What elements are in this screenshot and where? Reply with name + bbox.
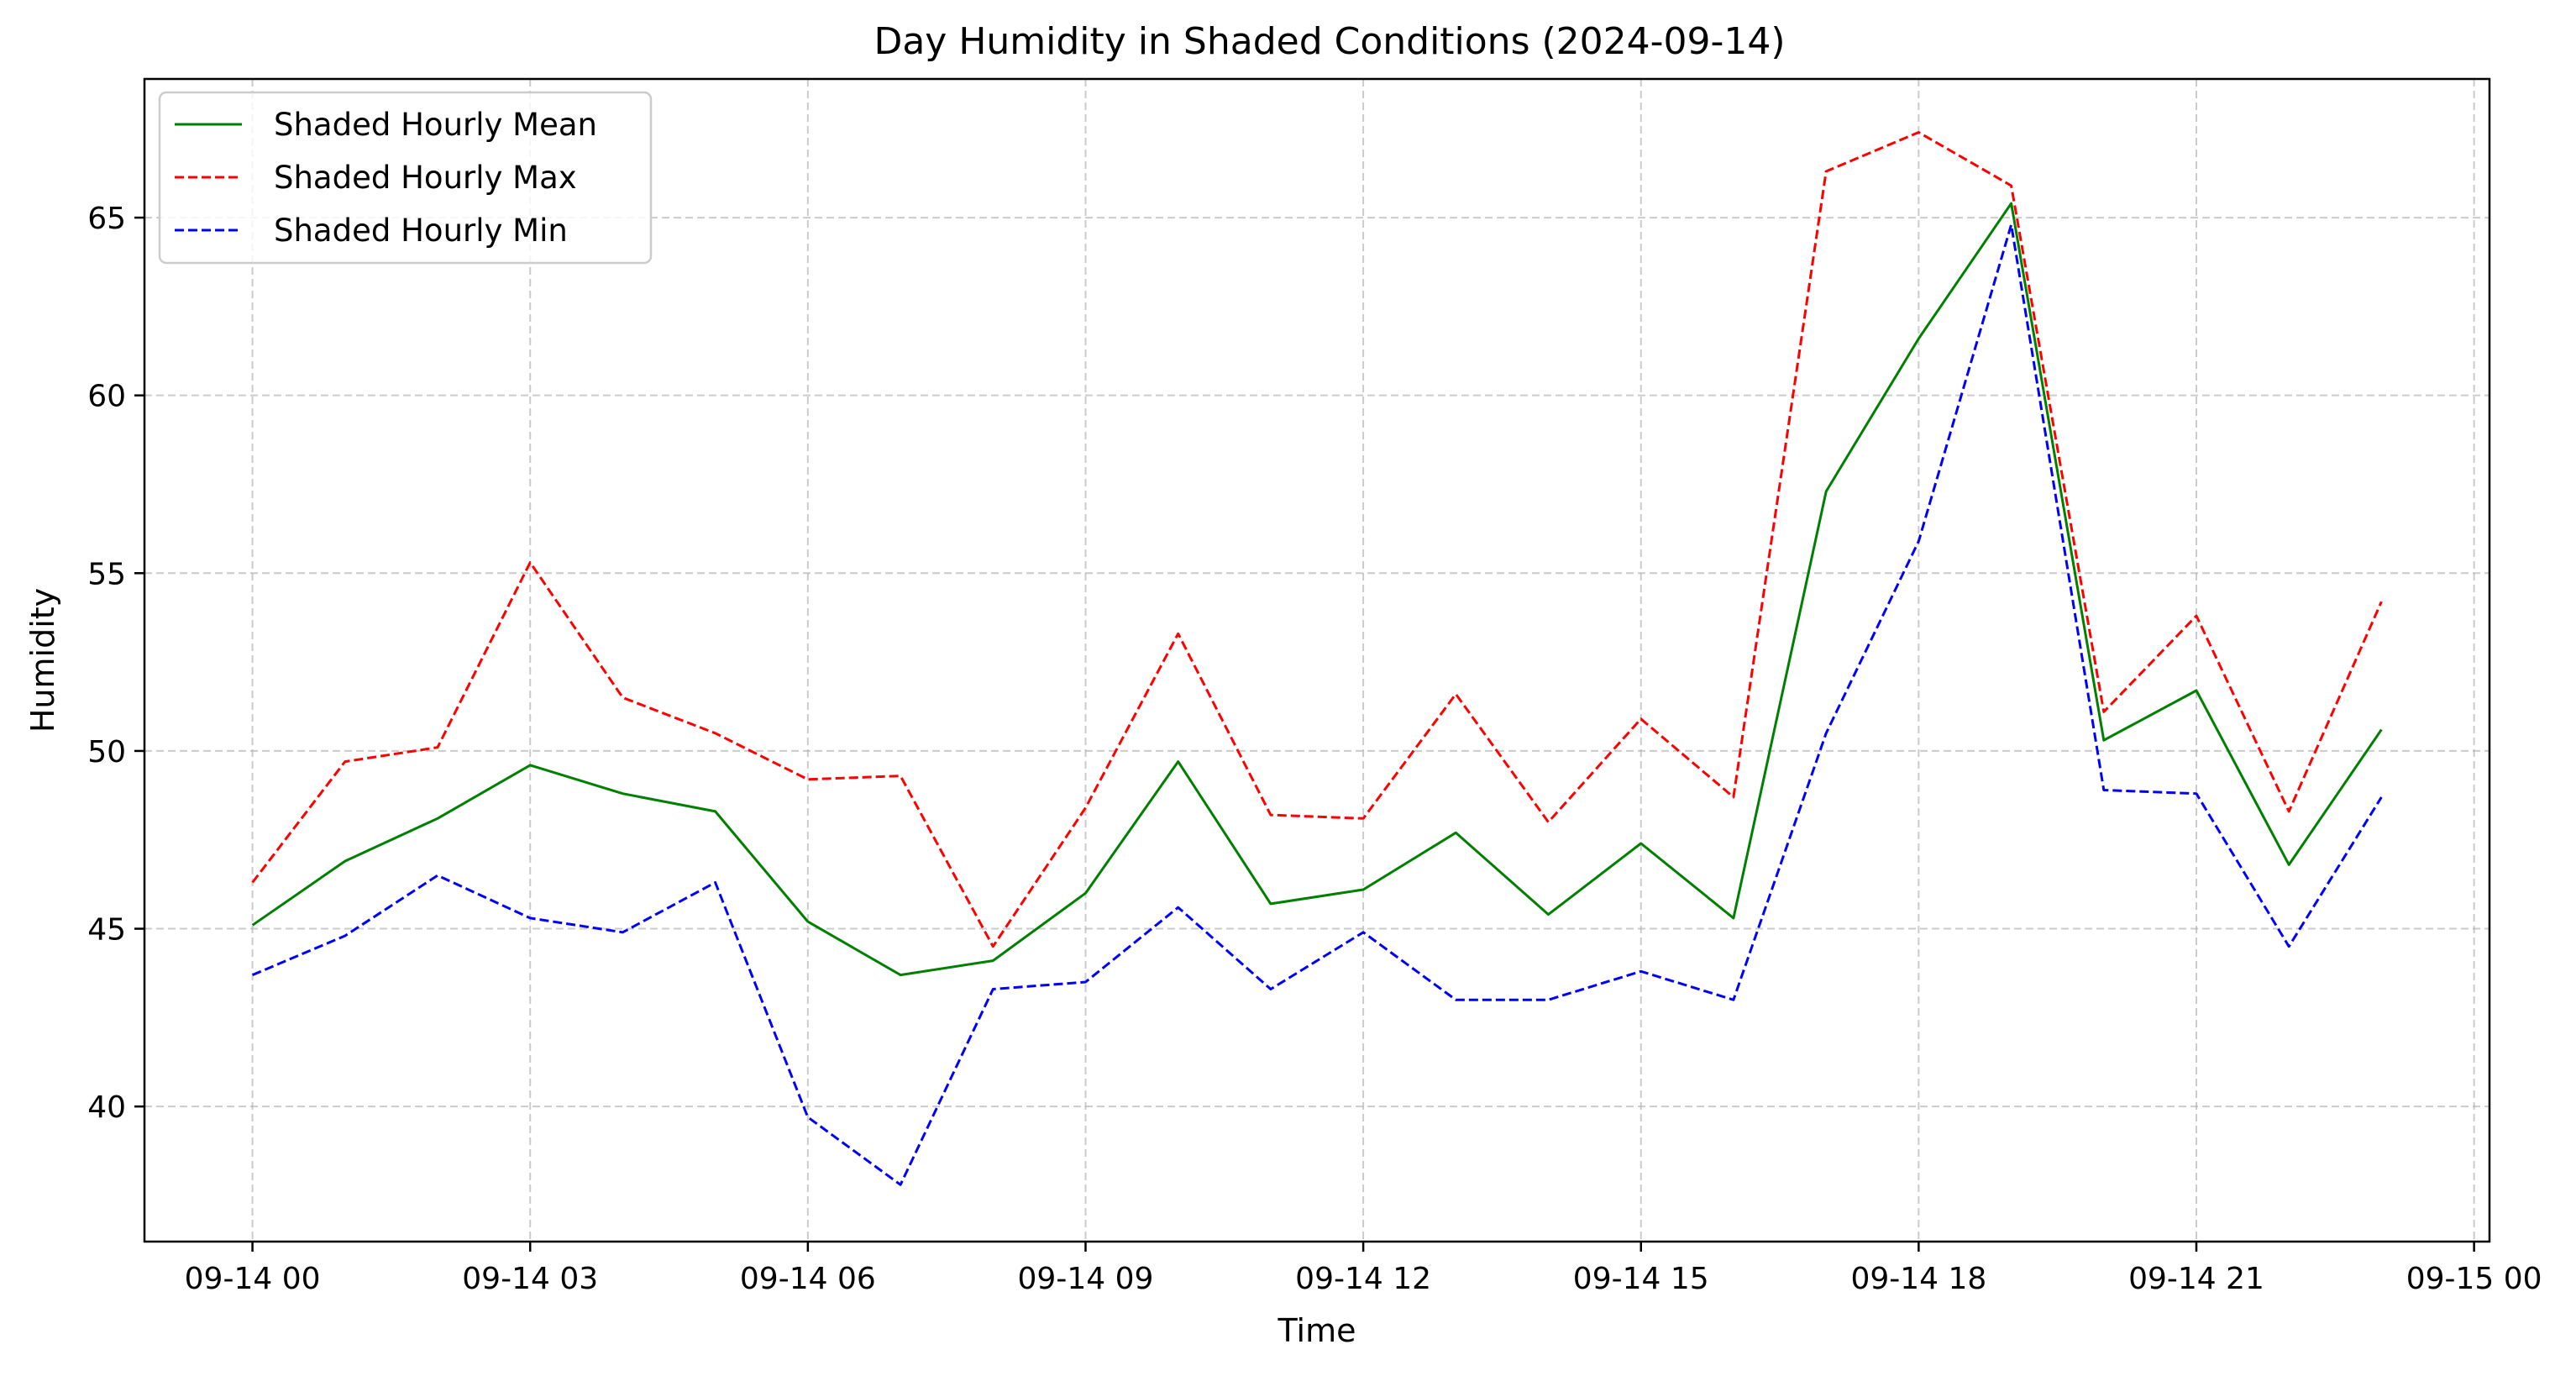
legend-frame xyxy=(158,91,653,265)
y-axis-label: Humidity xyxy=(24,588,61,733)
plot-area-frame xyxy=(143,77,2491,1243)
x-tick-label-7: 09-14 21 xyxy=(2128,1262,2264,1296)
x-tick-label-6: 09-14 18 xyxy=(1850,1262,1986,1296)
chart-title: Day Humidity in Shaded Conditions (2024-… xyxy=(874,20,1785,63)
series-line-1 xyxy=(251,131,2383,948)
series-line-0 xyxy=(251,202,2383,977)
y-tick-label-1: 45 xyxy=(87,913,126,948)
x-tick-label-2: 09-14 06 xyxy=(740,1262,876,1296)
y-tick-label-0: 40 xyxy=(87,1090,126,1125)
legend-label-0: Shaded Hourly Mean xyxy=(274,107,597,143)
x-axis-label: Time xyxy=(1278,1312,1356,1349)
series-lines xyxy=(251,131,2383,1186)
y-tick-label-3: 55 xyxy=(87,557,126,591)
y-tick-label-2: 50 xyxy=(87,735,126,769)
x-tick-label-0: 09-14 00 xyxy=(185,1262,321,1296)
legend-label-1: Shaded Hourly Max xyxy=(274,160,577,196)
x-tick-label-1: 09-14 03 xyxy=(462,1262,598,1296)
legend: Shaded Hourly Mean Shaded Hourly Max Shade… xyxy=(158,91,653,265)
x-tick-label-3: 09-14 09 xyxy=(1018,1262,1154,1296)
axis-ticks: 09-14 00 09-14 03 09-14 06 09-14 09 09-14 12… xyxy=(87,202,2542,1296)
series-line-2 xyxy=(252,223,2383,1186)
x-tick-label-4: 09-14 12 xyxy=(1295,1262,1431,1296)
x-tick-label-8: 09-15 00 xyxy=(2406,1262,2542,1296)
y-tick-label-4: 60 xyxy=(87,380,126,414)
x-tick-label-5: 09-14 15 xyxy=(1573,1262,1709,1296)
legend-label-2: Shaded Hourly Min xyxy=(274,213,568,249)
y-tick-label-5: 65 xyxy=(87,202,126,236)
